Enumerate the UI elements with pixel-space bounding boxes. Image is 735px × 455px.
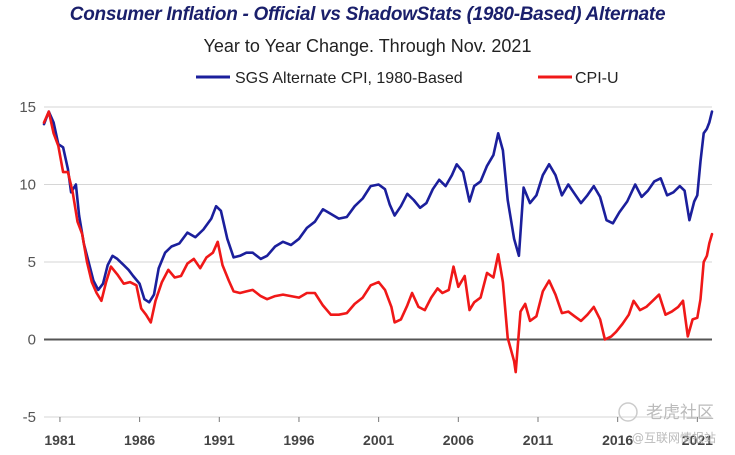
y-tick-label: 5 <box>28 254 36 271</box>
series-line-cpi-u <box>42 110 714 374</box>
chart-title: Consumer Inflation - Official vs ShadowS… <box>69 4 666 25</box>
legend: SGS Alternate CPI, 1980-Based CPI-U <box>196 70 619 87</box>
x-tick-label: 2016 <box>602 432 633 448</box>
x-tick-label: 2001 <box>363 432 394 448</box>
x-tick-label: 2006 <box>443 432 474 448</box>
chart-subtitle: Year to Year Change. Through Nov. 2021 <box>203 36 532 56</box>
legend-label: SGS Alternate CPI, 1980-Based <box>235 70 463 87</box>
series-line-sgs-alternate-cpi <box>42 110 714 304</box>
x-tick-label: 1996 <box>283 432 314 448</box>
y-axis: -5 0 5 10 15 <box>19 99 36 426</box>
x-tick-label: 2021 <box>682 432 713 448</box>
legend-label: CPI-U <box>575 70 619 87</box>
x-tick-label: 1986 <box>124 432 155 448</box>
y-tick-label: 15 <box>19 99 36 116</box>
grid-lines <box>44 106 712 418</box>
watermark: 老虎社区 @互联网情报站 <box>618 402 716 445</box>
y-tick-label: 10 <box>19 177 36 194</box>
watermark-logo-icon <box>618 402 638 422</box>
y-tick-label: 0 <box>28 332 36 349</box>
watermark-handle: @互联网情报站 <box>632 430 716 445</box>
x-tick-label: 1991 <box>204 432 235 448</box>
x-tick-label: 1981 <box>44 432 75 448</box>
x-tick-label: 2011 <box>523 432 554 448</box>
x-axis: 1981 1986 1991 1996 2001 2006 2011 2016 2021 <box>44 417 713 448</box>
series-lines <box>42 110 714 374</box>
y-tick-label: -5 <box>23 409 36 426</box>
watermark-text: 老虎社区 <box>646 403 714 423</box>
